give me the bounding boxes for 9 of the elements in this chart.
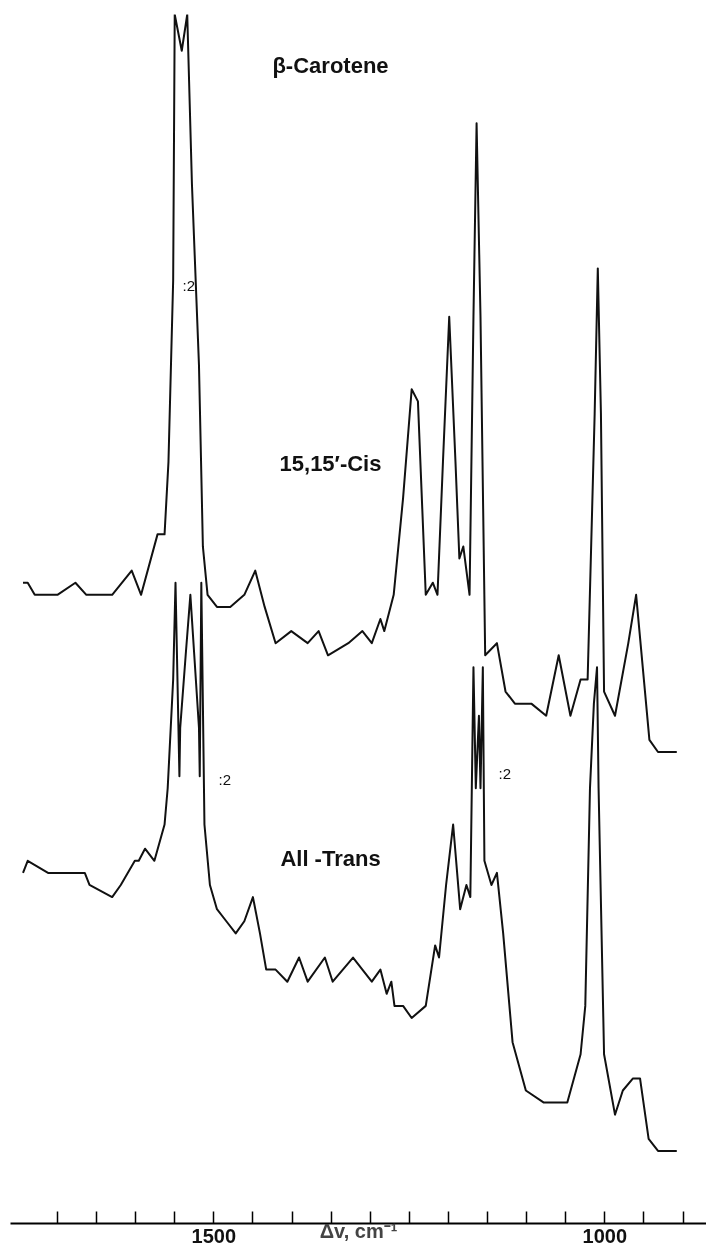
annotation: :2 bbox=[218, 771, 232, 788]
x-axis-title: Δv, cm⁻¹ bbox=[319, 1219, 398, 1242]
annotation: :2 bbox=[182, 277, 196, 294]
x-tick-label: 1500 bbox=[191, 1224, 237, 1244]
series-label: All -Trans bbox=[280, 846, 381, 871]
annotation: :2 bbox=[498, 765, 512, 782]
series-label: 15,15′-Cis bbox=[279, 451, 382, 476]
text: β-Carotene bbox=[272, 53, 389, 78]
x-tick-label: 1000 bbox=[582, 1224, 628, 1244]
